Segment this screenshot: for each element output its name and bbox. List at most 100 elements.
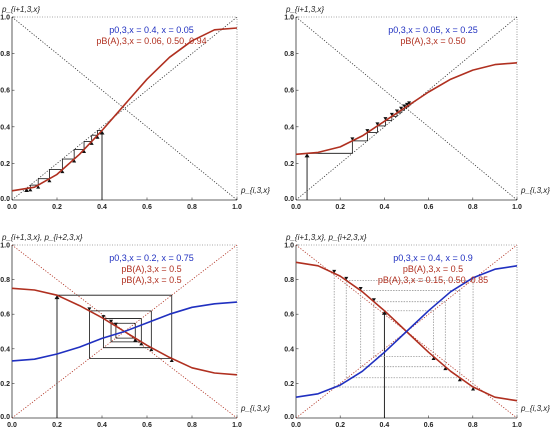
cobweb-arrowhead: [402, 104, 407, 109]
y-tick-label: 0.8: [0, 277, 10, 284]
cobweb-arrowhead: [431, 356, 436, 361]
x-tick-label: 0.6: [424, 422, 434, 429]
y-tick-label: 0.6: [0, 88, 10, 95]
annotation: pB(A),3,x = 0.06, 0.50, 0.94: [96, 36, 206, 46]
x-tick-label: 1.0: [232, 422, 242, 429]
cobweb-arrowhead: [24, 188, 29, 193]
cobweb-arrowhead: [87, 307, 92, 311]
cobweb-arrowhead: [371, 298, 376, 302]
x-axis-label: p_{i,3,x}: [520, 404, 550, 413]
x-tick-label: 0.6: [142, 204, 152, 211]
cobweb-arrowhead: [47, 178, 52, 183]
cobweb-arrowhead: [358, 287, 363, 291]
y-axis-label: p_{i+1,3,x}: [285, 5, 324, 14]
cobweb-arrowhead: [383, 117, 388, 121]
y-tick-label: 0.4: [284, 124, 294, 131]
cobweb-arrowhead: [36, 185, 41, 189]
cobweb-group: [54, 294, 174, 418]
x-tick-label: 0.8: [468, 422, 478, 429]
x-tick-label: 0.2: [335, 204, 345, 211]
x-tick-label: 0.4: [97, 204, 107, 211]
cobweb-arrowhead: [95, 135, 100, 139]
anti-diagonal: [11, 16, 238, 201]
y-tick-label: 0.2: [0, 161, 10, 168]
anti-diagonal: [295, 16, 518, 201]
y-tick-label: 1.0: [0, 15, 10, 22]
cobweb-arrowhead: [89, 141, 94, 145]
cobweb-arrowhead: [113, 322, 118, 327]
cobweb-arrowhead: [332, 269, 337, 274]
y-tick-label: 0.2: [0, 381, 10, 388]
x-tick-label: 1.0: [232, 204, 242, 211]
cobweb-arrowhead: [350, 137, 355, 141]
x-axis-label: p_{i,3,x}: [520, 186, 550, 195]
y-tick-label: 0.8: [284, 51, 294, 58]
cobweb-arrowhead: [133, 338, 138, 342]
y-tick-label: 1.0: [0, 243, 10, 250]
y-tick-label: 0.8: [284, 277, 294, 284]
cobweb-arrowhead: [304, 153, 310, 158]
x-tick-label: 0.4: [380, 422, 390, 429]
y-tick-label: 0.6: [0, 312, 10, 319]
series-line-blue: [11, 301, 238, 362]
x-tick-label: 0.8: [468, 204, 478, 211]
x-axis-label: p_{i,3,x}: [240, 404, 270, 413]
y-tick-label: 0.6: [284, 88, 294, 95]
x-tick-label: 0.0: [7, 422, 17, 429]
y-tick-label: 0.8: [0, 51, 10, 58]
x-tick-label: 0.0: [291, 422, 301, 429]
cobweb-arrowhead: [82, 149, 87, 153]
cobweb-arrowhead: [375, 122, 380, 126]
x-tick-label: 0.4: [380, 204, 390, 211]
annotation: pB(A),3,x = 0.5: [121, 275, 181, 285]
cobweb-arrowhead: [54, 295, 60, 300]
y-tick-label: 0.0: [284, 414, 294, 421]
cobweb-arrowhead: [139, 341, 144, 346]
y-tick-label: 0.0: [0, 414, 10, 421]
cobweb-arrowhead: [149, 347, 154, 352]
cobweb-arrowhead: [169, 358, 174, 362]
cobweb-arrowhead: [365, 129, 370, 133]
y-tick-label: 0.6: [284, 312, 294, 319]
cobweb-arrowhead: [457, 377, 462, 382]
y-tick-label: 1.0: [284, 243, 294, 250]
x-tick-label: 0.4: [97, 422, 107, 429]
y-axis-label: p_{i+1,3,x}, p_{i+2,3,x}: [1, 233, 83, 242]
annotation: pB(A),3,x = 0.50: [400, 36, 465, 46]
x-tick-label: 0.0: [7, 204, 17, 211]
cobweb-arrowhead: [389, 112, 394, 117]
annotation: p0,3,x = 0.2, x = 0.75: [109, 253, 194, 263]
x-tick-label: 0.6: [142, 422, 152, 429]
x-axis-label: p_{i,3,x}: [240, 186, 270, 195]
cobweb-arrowhead: [99, 130, 105, 135]
cobweb-arrowhead: [344, 276, 349, 281]
x-tick-label: 0.2: [335, 422, 345, 429]
y-tick-label: 1.0: [284, 15, 294, 22]
y-tick-label: 0.4: [0, 124, 10, 131]
annotation: p0,3,x = 0.4, x = 0.9: [393, 253, 473, 263]
panel-bottom-right: 0.0 0.2 0.4 0.6 0.8 1.0 0.2 0.4 0.6 0.8 1.0 0.0 p_{i…: [284, 233, 550, 429]
cobweb-arrowhead: [443, 366, 448, 371]
annotation: p0,3,x = 0.05, x = 0.25: [388, 25, 478, 35]
panel-top-right: 0.0 0.2 0.4 0.6 0.8 1.0 0.2 0.4 0.6 0.8 1.0 0.0 p_{i…: [284, 5, 550, 211]
cobweb-arrowhead: [471, 386, 476, 391]
cobweb-arrowhead: [381, 310, 387, 315]
x-tick-label: 0.8: [187, 422, 197, 429]
annotation: pB(A),3,x = 0.15, 0.50, 0.85: [378, 275, 488, 285]
cobweb-arrowhead: [60, 169, 65, 174]
x-tick-label: 0.2: [52, 204, 62, 211]
x-tick-label: 0.0: [291, 204, 301, 211]
y-tick-label: 0.4: [284, 346, 294, 353]
series-line-blue: [295, 265, 518, 398]
panel-top-left: 0.0 0.2 0.4 0.6 0.8 1.0 0.2 0.4 0.6 0.8 1.0 0.0 p_{i…: [0, 5, 270, 211]
annotation: pB(A),3,x = 0.5: [403, 264, 463, 274]
annotation: p0,3,x = 0.4, x = 0.05: [109, 25, 194, 35]
panel-bottom-left: 0.0 0.2 0.4 0.6 0.8 1.0 0.2 0.4 0.6 0.8 1.0 0.0 p_{i…: [0, 233, 270, 429]
x-tick-label: 1.0: [512, 204, 522, 211]
y-tick-label: 0.4: [0, 346, 10, 353]
cobweb-group: [332, 269, 476, 418]
annotation: pB(A),3,x = 0.5: [121, 264, 181, 274]
y-tick-label: 0.0: [284, 196, 294, 203]
x-tick-label: 0.8: [187, 204, 197, 211]
